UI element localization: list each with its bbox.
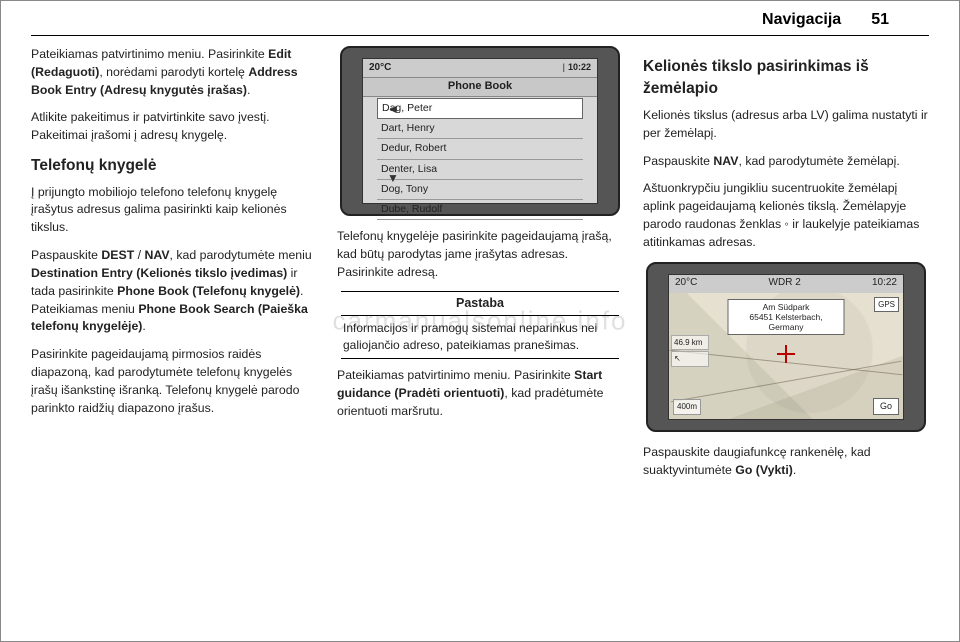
gps-badge: GPS <box>874 297 899 313</box>
c3-p3: Aštuonkrypčiu jungikliu sucentruokite že… <box>643 180 929 251</box>
phonebook-screen: 20°C | 10:22 Phone Book ◄ Dag, Peter Dar… <box>362 58 598 204</box>
c1-p5: Pasirinkite pageidaujamą pirmosios raidė… <box>31 346 317 417</box>
c1-p3: Į prijungto mobiliojo telefono telefonų … <box>31 184 317 237</box>
c3-p4: Paspauskite daugiafunkcę rankenėlę, kad … <box>643 444 929 480</box>
c1-p1: Pateikiamas patvirtinimo meniu. Pasirink… <box>31 46 317 99</box>
map-status-bar: 20°C WDR 2 10:22 <box>669 275 903 293</box>
go-button[interactable]: Go <box>873 398 899 415</box>
clock: 10:22 <box>568 61 591 74</box>
header-title: Navigacija <box>762 11 841 29</box>
c1-heading-phonebook: Telefonų knygelė <box>31 155 317 177</box>
c3-p2: Paspauskite NAV, kad parodytumėte žemėla… <box>643 153 929 171</box>
status-bar: 20°C | 10:22 <box>363 59 597 78</box>
header-page-number: 51 <box>871 11 889 29</box>
status-icons: | 10:22 <box>563 61 591 74</box>
list-item[interactable]: Dedur, Robert <box>377 139 583 159</box>
c3-heading-map: Kelionės tikslo pasirinkimas iš žemėlapi… <box>643 56 929 101</box>
note-text: Informacijos ir pramogų sistemai neparin… <box>341 320 619 360</box>
c2-p2: Pateikiamas patvirtinimo meniu. Pasirink… <box>337 367 623 420</box>
note-label: Pastaba <box>341 291 619 315</box>
c3-p1: Kelionės tikslus (adresus arba LV) galim… <box>643 107 929 143</box>
column-2: 20°C | 10:22 Phone Book ◄ Dag, Peter Dar… <box>337 46 623 489</box>
list-item[interactable]: Dog, Tony <box>377 180 583 200</box>
screen-title: Phone Book <box>363 78 597 97</box>
distance-value: 46.9 km <box>671 335 709 351</box>
c2-p1: Telefonų knygelėje pasirinkite pageidauj… <box>337 228 623 281</box>
crosshair-icon <box>777 345 795 363</box>
temperature: 20°C <box>369 61 391 76</box>
infotainment-frame: 20°C | 10:22 Phone Book ◄ Dag, Peter Dar… <box>340 46 620 216</box>
content-columns: Pateikiamas patvirtinimo meniu. Pasirink… <box>1 46 959 489</box>
divider-icon: | <box>563 61 565 74</box>
list-item[interactable]: Dube, Rudolf <box>377 200 583 220</box>
address-tooltip: Am Südpark 65451 Kelsterbach, Germany <box>728 299 845 336</box>
direction-icon: ↖ <box>671 351 709 367</box>
list-item[interactable]: Dag, Peter <box>377 98 583 119</box>
manual-page: carmanualsonline.info Navigacija 51 Pate… <box>0 0 960 642</box>
scale-bar: 400m <box>673 399 701 415</box>
list-item[interactable]: Dart, Henry <box>377 119 583 139</box>
column-1: Pateikiamas patvirtinimo meniu. Pasirink… <box>31 46 317 489</box>
column-3: Kelionės tikslo pasirinkimas iš žemėlapi… <box>643 46 929 489</box>
note-box: Pastaba Informacijos ir pramogų sistemai… <box>341 291 619 359</box>
map-screen: 20°C WDR 2 10:22 GPS Am Südpark 65451 Ke… <box>668 274 904 420</box>
side-info-panel: 46.9 km ↖ <box>671 335 709 368</box>
infotainment-frame-map: 20°C WDR 2 10:22 GPS Am Südpark 65451 Ke… <box>646 262 926 432</box>
c1-p2: Atlikite pakeitimus ir patvirtinkite sav… <box>31 109 317 145</box>
c1-p4: Paspauskite DEST / NAV, kad parodytumėte… <box>31 247 317 336</box>
scroll-down-icon: ▼ <box>387 170 399 187</box>
page-header: Navigacija 51 <box>31 1 929 36</box>
clock: 10:22 <box>872 276 897 291</box>
radio-station: WDR 2 <box>769 276 801 291</box>
list-item[interactable]: Denter, Lisa <box>377 160 583 180</box>
back-arrow-icon: ◄ <box>387 101 399 118</box>
temperature: 20°C <box>675 276 697 291</box>
